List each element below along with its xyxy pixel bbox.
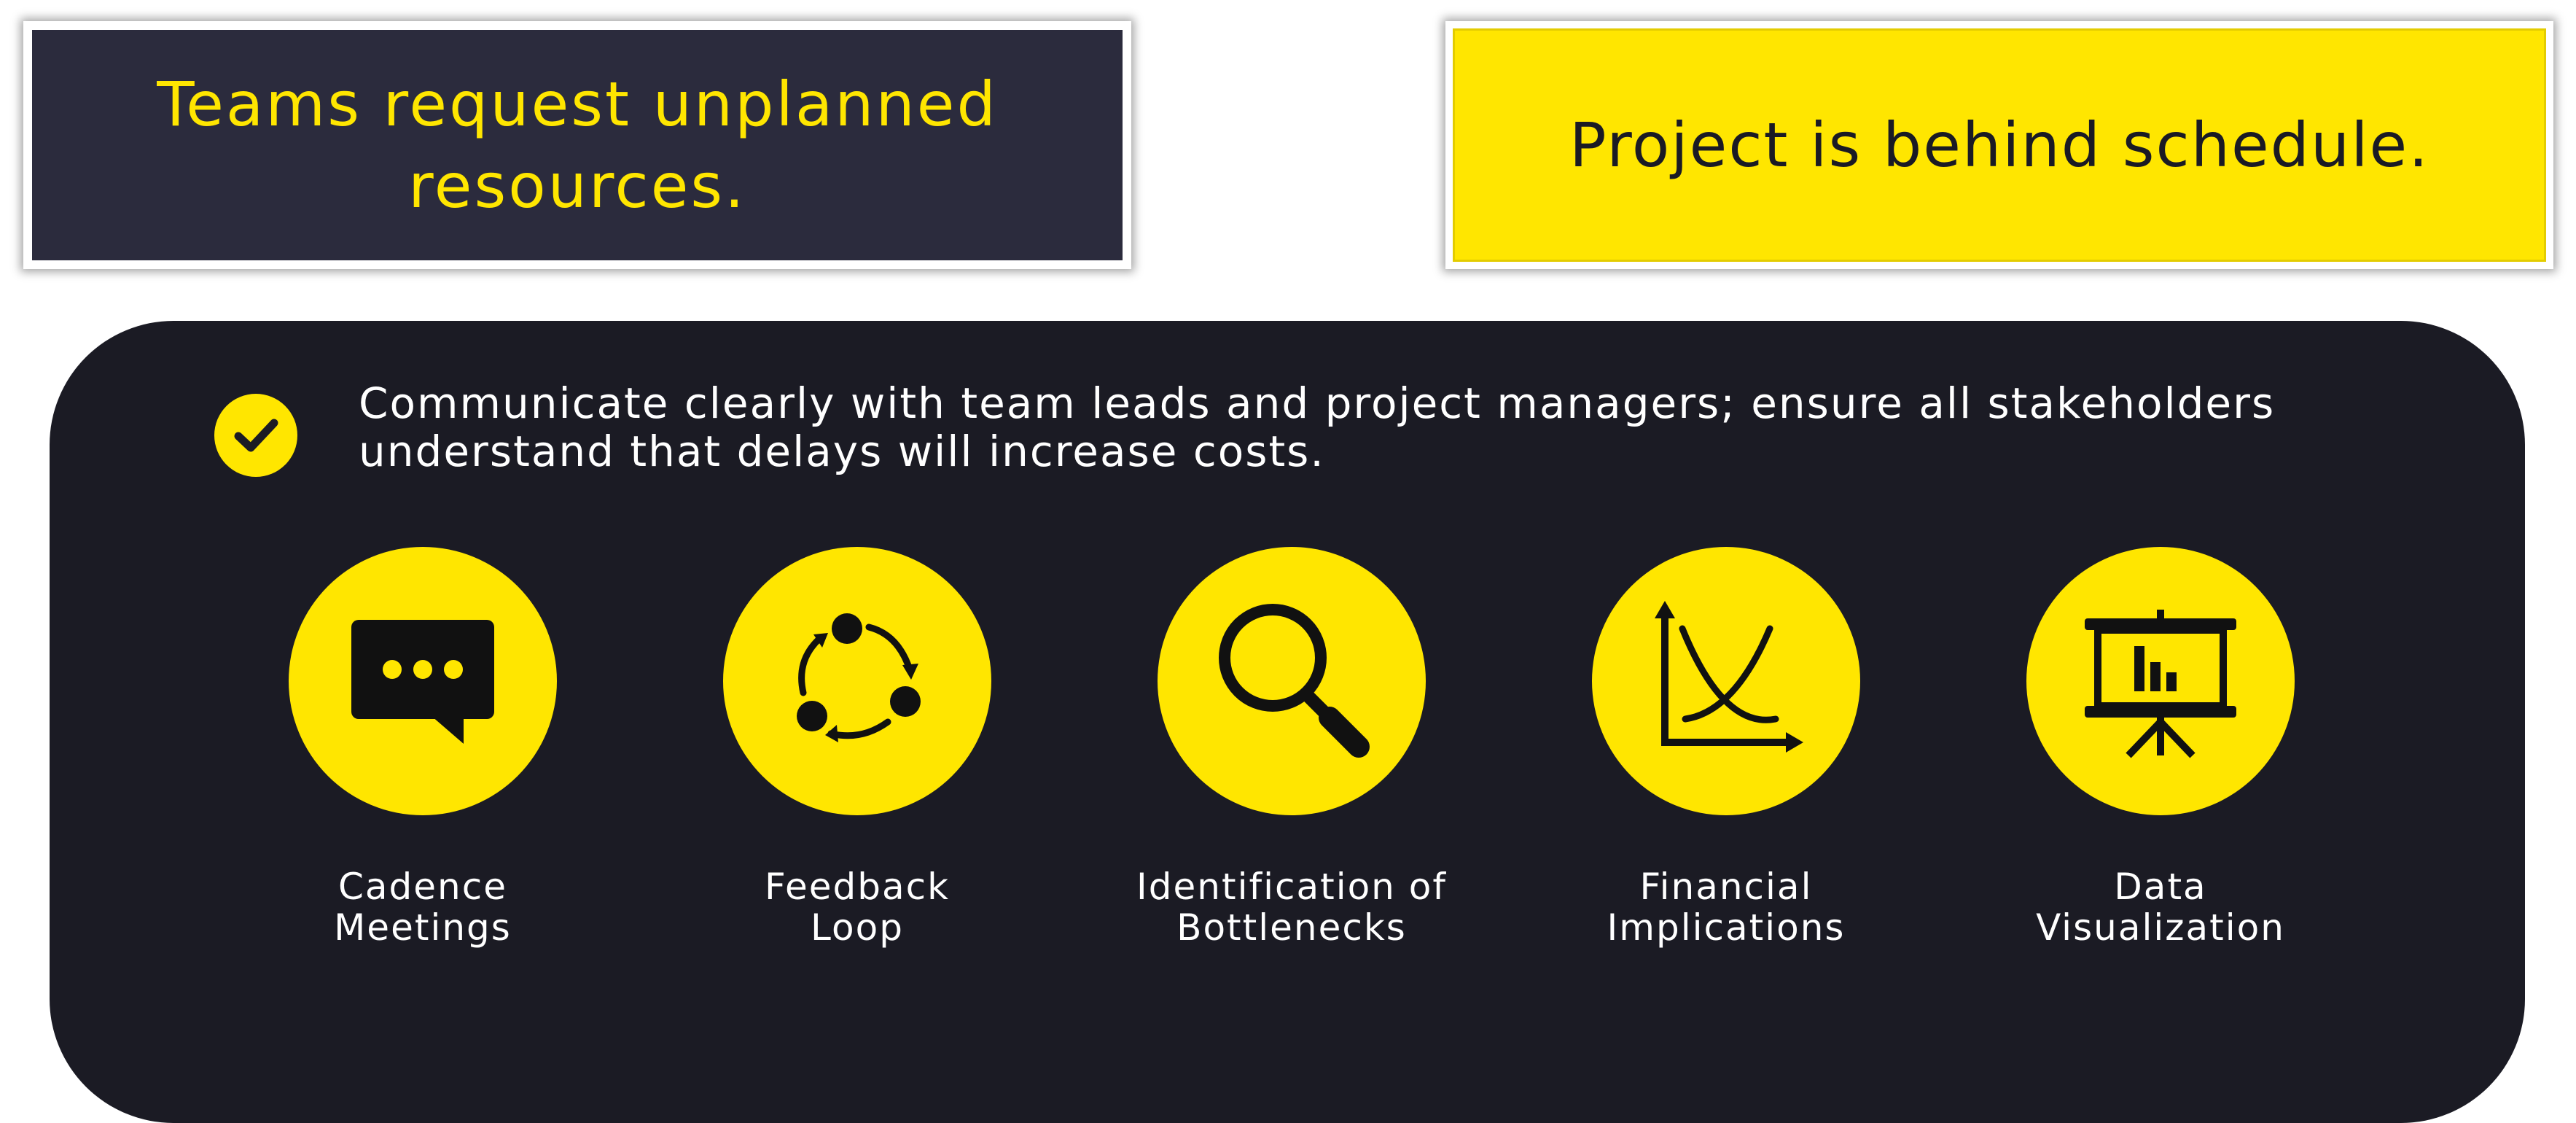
- item-label: Financial Implications: [1507, 866, 1945, 948]
- solution-statement: Communicate clearly with team leads and …: [359, 379, 2327, 475]
- statement-line-2: understand that delays will increase cos…: [359, 427, 1325, 476]
- item-label-line-2: Loop: [811, 906, 904, 949]
- statement-line-1: Communicate clearly with team leads and …: [359, 378, 2276, 428]
- item-label-line-2: Bottlenecks: [1176, 906, 1407, 949]
- item-label-line-1: Financial: [1639, 866, 1813, 908]
- cycle-icon: [723, 547, 991, 815]
- problem-box-behind-schedule: Project is behind schedule.: [1445, 21, 2553, 269]
- chart-curves-icon: [1592, 547, 1860, 815]
- item-label-line-2: Meetings: [334, 906, 512, 949]
- item-label-line-2: Visualization: [2036, 906, 2285, 949]
- item-label-line-1: Feedback: [764, 866, 951, 908]
- chat-bubble-icon: [289, 547, 557, 815]
- item-label-line-1: Data: [2114, 866, 2207, 908]
- problem-line-2: resources.: [408, 150, 746, 222]
- item-label-line-2: Implications: [1607, 906, 1846, 949]
- problem-line-1: Teams request unplanned: [157, 69, 998, 140]
- item-label: Feedback Loop: [639, 866, 1076, 948]
- problem-text: Project is behind schedule.: [1569, 109, 2429, 181]
- checkmark-icon: [214, 394, 297, 477]
- magnifier-icon: [1158, 547, 1426, 815]
- problem-text: Teams request unplanned resources.: [157, 63, 998, 227]
- item-label: Data Visualization: [1942, 866, 2379, 948]
- item-label: Cadence Meetings: [204, 866, 641, 948]
- item-label-line-1: Cadence: [338, 866, 507, 908]
- problem-box-unplanned-resources: Teams request unplanned resources.: [23, 21, 1131, 269]
- presentation-board-icon: [2026, 547, 2295, 815]
- solution-panel: Communicate clearly with team leads and …: [50, 321, 2525, 1123]
- item-label: Identification of Bottlenecks: [1073, 866, 1510, 948]
- item-label-line-1: Identification of: [1136, 866, 1447, 908]
